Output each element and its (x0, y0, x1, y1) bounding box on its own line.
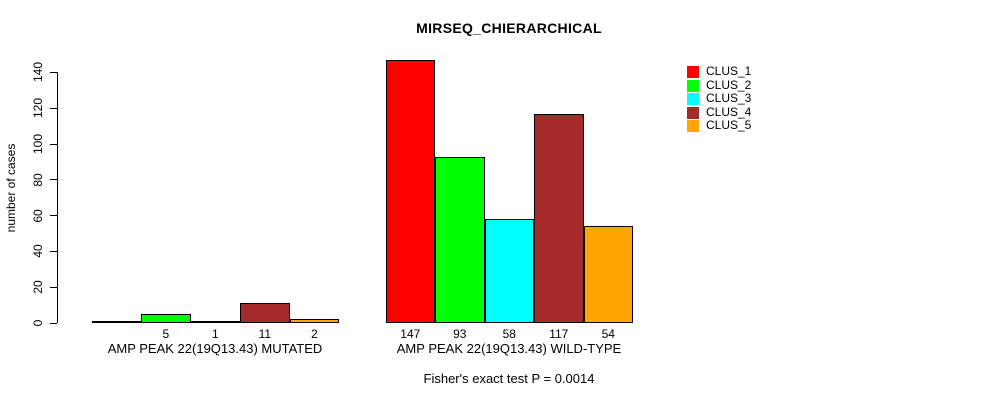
bar-clus_4-group2 (534, 114, 584, 323)
legend-label-clus_3: CLUS_3 (706, 91, 752, 105)
legend-label-clus_5: CLUS_5 (706, 118, 752, 132)
chart-title: MIRSEQ_CHIERARCHICAL (416, 20, 602, 36)
bar-clus_2-group1 (141, 314, 191, 323)
y-tick-label: 100 (31, 133, 45, 155)
bar-value-label: 117 (549, 327, 569, 341)
legend-swatch-clus_1 (687, 66, 699, 78)
y-axis-label: number of cases (4, 143, 18, 233)
bar-value-label: 58 (502, 327, 516, 341)
y-tick-mark (50, 107, 57, 109)
bar-value-label: 147 (400, 327, 421, 341)
bar-value-label: 5 (162, 327, 170, 341)
y-tick-mark (50, 215, 57, 217)
bar-value-label: 2 (310, 327, 318, 341)
y-tick-mark (50, 179, 57, 181)
y-tick-label: 120 (31, 98, 45, 119)
y-tick-label: 0 (31, 319, 45, 327)
legend-swatch-clus_4 (687, 106, 699, 119)
x-axis-group-label-mutated: AMP PEAK 22(19Q13.43) MUTATED (107, 341, 323, 356)
legend-swatch-clus_2 (687, 79, 699, 92)
bar-value-label: 11 (258, 327, 272, 341)
bar-value-label: 93 (453, 327, 467, 341)
y-tick-mark (50, 250, 57, 252)
y-tick-mark (50, 71, 57, 73)
fisher-test-annotation: Fisher's exact test P = 0.0014 (423, 371, 595, 386)
bar-clus_5-group2 (583, 226, 633, 323)
bar-clus_5-group1 (289, 319, 339, 323)
y-tick-label: 80 (31, 173, 45, 187)
x-axis-group-label-wildtype: AMP PEAK 22(19Q13.43) WILD-TYPE (396, 341, 622, 356)
y-tick-label: 40 (31, 244, 45, 259)
bar-clus_3-group2 (484, 219, 534, 323)
legend-swatch-clus_3 (687, 93, 699, 105)
legend-label-clus_4: CLUS_4 (706, 104, 752, 119)
y-axis-line (57, 72, 58, 323)
y-tick-mark (50, 322, 57, 324)
y-tick-label: 140 (31, 62, 45, 83)
y-tick-label: 60 (31, 208, 45, 223)
bar-clus_3-group1 (190, 321, 240, 323)
legend-swatch-clus_5 (687, 120, 699, 132)
legend-label-clus_1: CLUS_1 (706, 64, 752, 78)
bar-clus_1-group2 (385, 60, 435, 323)
y-tick-mark (50, 143, 57, 145)
bar-value-label: 54 (601, 327, 615, 341)
y-tick-mark (50, 286, 57, 288)
bar-value-label: 1 (211, 327, 219, 341)
bar-clus_2-group2 (435, 157, 485, 323)
legend-label-clus_2: CLUS_2 (706, 77, 752, 92)
bar-clus_4-group1 (240, 303, 290, 323)
y-tick-label: 20 (31, 280, 45, 294)
